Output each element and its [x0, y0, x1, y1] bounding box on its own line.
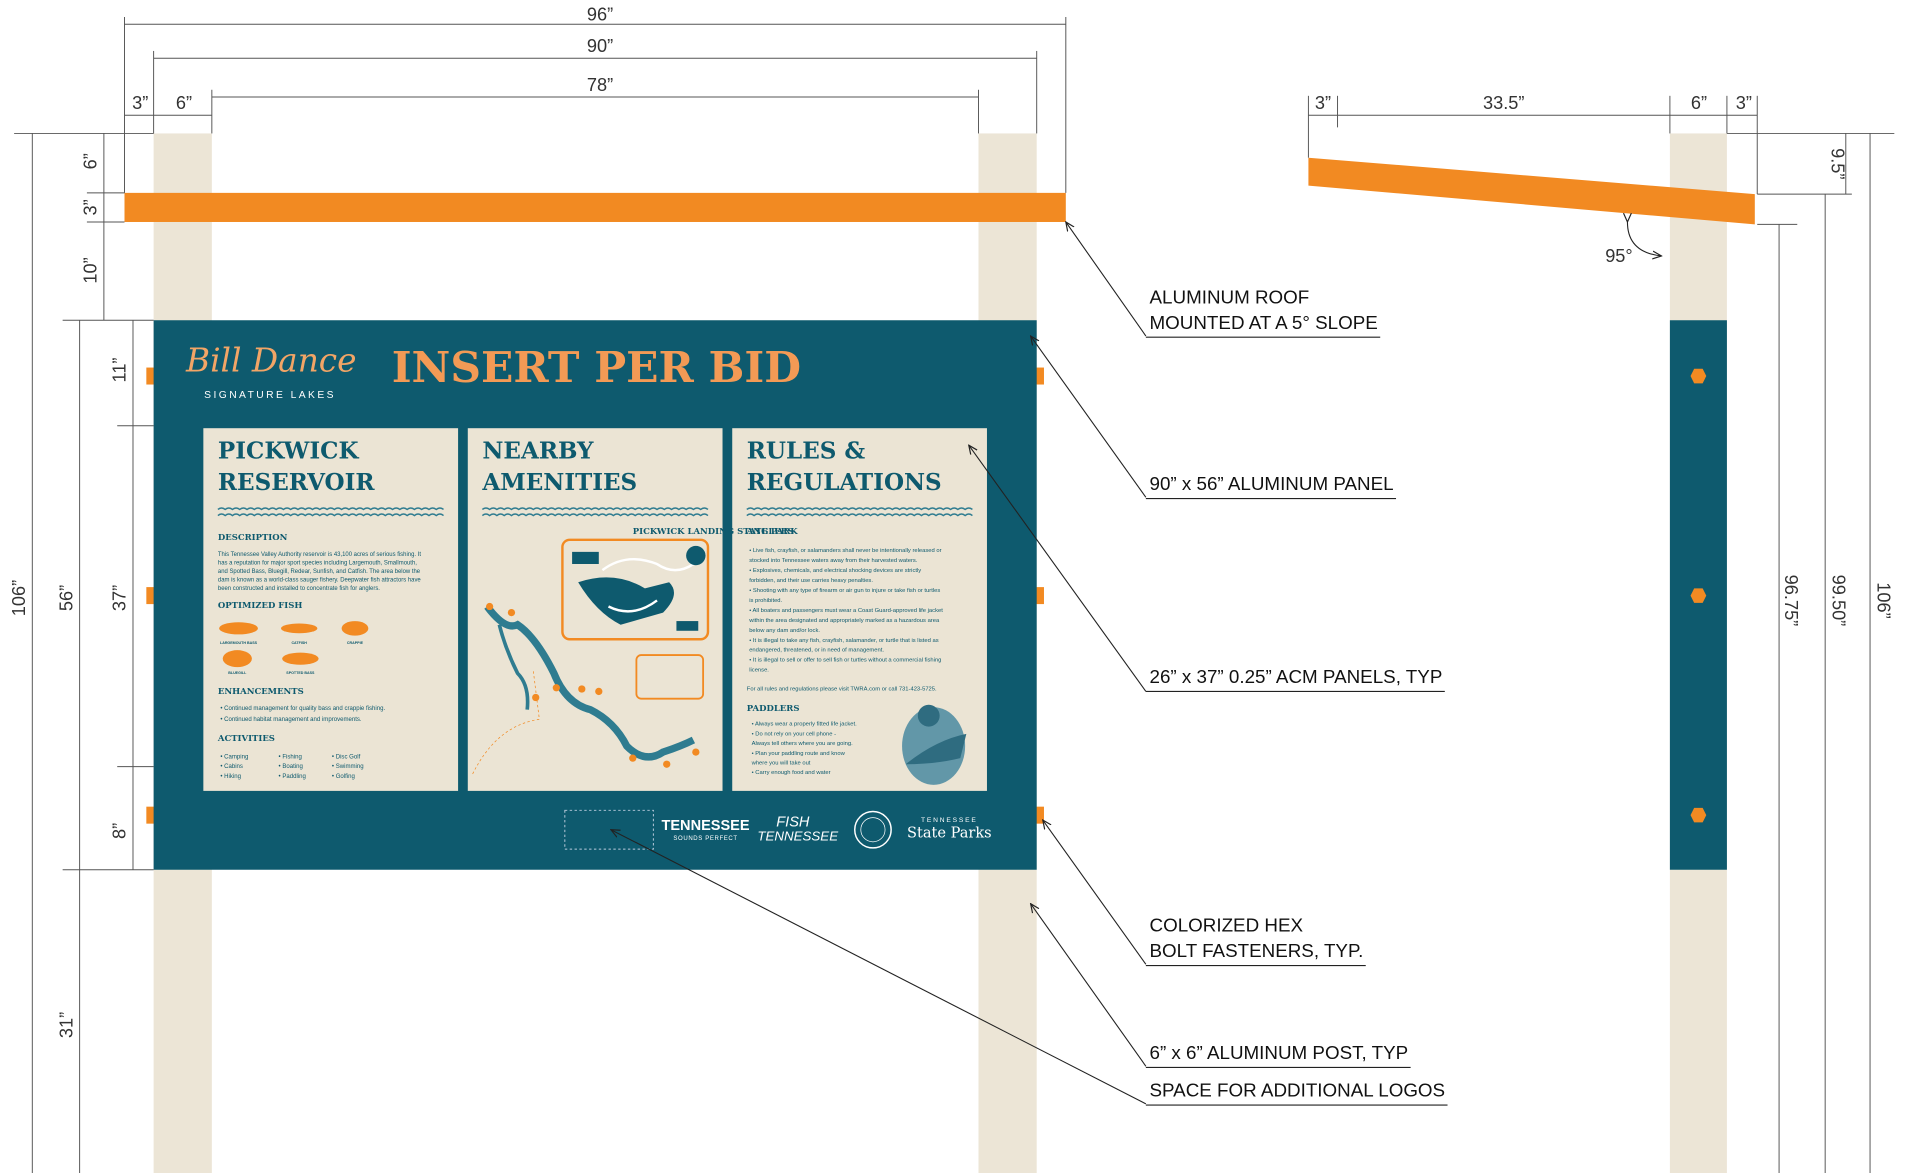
callout-text: COLORIZED HEX	[1150, 915, 1304, 936]
body-text: • All boaters and passengers must wear a…	[749, 608, 943, 614]
section-heading: PADDLERS	[747, 704, 800, 714]
dimension-label: 6”	[176, 93, 192, 113]
body-text: • Paddling	[279, 774, 306, 780]
footer-logo-text: TENNESSEE	[757, 829, 839, 844]
body-text: • It is illegal to sell or offer to sell…	[749, 658, 941, 664]
logo-script: Bill Dance	[185, 342, 357, 380]
body-text: below any dam and/or lock.	[749, 628, 820, 634]
fish-label: SPOTTED BASS	[286, 671, 315, 675]
callout-text: SPACE FOR ADDITIONAL LOGOS	[1150, 1080, 1446, 1101]
body-text: Always tell others where you are going.	[752, 741, 854, 747]
body-text: • Golfing	[332, 774, 355, 780]
footer-logo-text: SOUNDS PERFECT	[673, 836, 737, 842]
body-text: RESERVOIR	[218, 469, 376, 496]
dimension-label: 9.5”	[1827, 148, 1847, 179]
angle-label: 95°	[1605, 246, 1633, 266]
callout-text: ALUMINUM ROOF	[1150, 286, 1310, 307]
footer-logo-text: TENNESSEE	[661, 818, 749, 834]
body-text: • Do not rely on your cell phone -	[752, 731, 836, 737]
body-text: within the area designated and appropria…	[748, 618, 940, 624]
callout-text: MOUNTED AT A 5° SLOPE	[1150, 312, 1378, 333]
body-text: • Boating	[279, 764, 303, 770]
dimension-label: 10”	[81, 257, 101, 283]
dimension-label: 106”	[9, 580, 29, 616]
dimension-label: 3”	[1736, 93, 1752, 113]
body-text: • Plan your paddling route and know	[752, 751, 846, 757]
dimension-label: 99.50”	[1828, 575, 1848, 627]
body-text: dam is known as a world-class sauger fis…	[218, 577, 422, 583]
callouts: ALUMINUM ROOF MOUNTED AT A 5° SLOPE 90” x …	[1146, 286, 1448, 1105]
fish-label: LARGEMOUTH BASS	[220, 641, 258, 645]
callout-text: BOLT FASTENERS, TYP.	[1150, 940, 1364, 961]
callout-text: 90” x 56” ALUMINUM PANEL	[1150, 473, 1394, 494]
section-heading: ACTIVITIES	[217, 734, 275, 744]
body-text: where you will take out	[751, 761, 811, 767]
body-text: • Explosives, chemicals, and electrical …	[749, 568, 921, 574]
dimension-label: 78”	[587, 75, 613, 95]
body-text: • Disc Golf	[332, 755, 361, 761]
body-text: • Continued habitat management and impro…	[220, 717, 362, 723]
dimension-label: 11”	[110, 358, 130, 383]
body-text: • Hiking	[220, 774, 241, 780]
body-text: • Camping	[220, 755, 248, 761]
body-text: endangered, threatened, or in need of ma…	[749, 648, 884, 654]
callout-text: 26” x 37” 0.25” ACM PANELS, TYP	[1150, 666, 1443, 687]
fish-label: BLUEGILL	[228, 671, 247, 675]
sign-drawing: Bill Dance SIGNATURE LAKES INSERT PER BI…	[0, 0, 1906, 1173]
body-text: is prohibited.	[749, 598, 782, 604]
dimension-label: 33.5”	[1483, 93, 1524, 113]
callout-text: 6” x 6” ALUMINUM POST, TYP	[1150, 1042, 1409, 1063]
section-heading: ENHANCEMENTS	[218, 687, 304, 697]
dimension-label: 6”	[81, 153, 101, 169]
body-text: • Swimming	[332, 764, 364, 770]
dimension-label: 8”	[110, 823, 130, 839]
body-text: • Carry enough food and water	[752, 770, 831, 776]
dimension-label: 6”	[1691, 93, 1707, 113]
fish-label: CATFISH	[291, 641, 307, 645]
dimension-label: 56”	[56, 585, 76, 611]
dimension-label: 37”	[110, 585, 130, 611]
body-text: This Tennessee Valley Authority reservoi…	[218, 552, 421, 558]
dimension-label: 96.75”	[1781, 575, 1801, 627]
dimension-label: 96”	[587, 5, 613, 25]
dimension-label: 106”	[1873, 582, 1893, 618]
section-heading: DESCRIPTION	[218, 533, 288, 543]
body-text: • Continued management for quality bass …	[220, 706, 385, 712]
body-text: • Live fish, crayfish, or salamanders sh…	[749, 548, 941, 554]
body-text: forbidden, and their use carries heavy p…	[749, 578, 873, 584]
body-text: • Shooting with any type of firearm or a…	[749, 588, 940, 594]
body-text: license.	[749, 668, 769, 674]
dimension-label: 31”	[56, 1012, 76, 1038]
body-text: • Always wear a properly fitted life jac…	[752, 722, 857, 728]
roof	[125, 193, 1066, 222]
logo-subtitle: SIGNATURE LAKES	[204, 390, 336, 401]
side-dimension-lines	[1308, 96, 1894, 1173]
body-text: stocked into Tennessee waters away from …	[749, 558, 918, 564]
body-text: • It is illegal to take any fish, crayfi…	[749, 638, 939, 644]
body-text: and Spotted Bass, Bluegill, Redear, Sunf…	[218, 569, 421, 575]
body-text: For all rules and regulations please vis…	[747, 687, 937, 693]
sign-title: INSERT PER BID	[392, 343, 801, 393]
dimension-label: 3”	[132, 93, 148, 113]
footer-logo-text: State Parks	[907, 824, 992, 841]
footer-logo-text: TENNESSEE	[921, 817, 978, 824]
body-text: been constructed and installed to concen…	[218, 586, 380, 592]
body-text: RULES &	[747, 437, 866, 464]
dimension-label: 3”	[81, 199, 101, 215]
body-text: • Fishing	[279, 755, 302, 761]
body-text: NEARBY	[482, 437, 594, 464]
section-heading: ANGLERS	[746, 527, 794, 537]
body-text: PICKWICK	[218, 437, 360, 464]
body-text: has a reputation for major sport species…	[218, 560, 417, 566]
body-text: AMENITIES	[481, 469, 637, 496]
dimension-label: 3”	[1315, 93, 1331, 113]
dimension-label: 90”	[587, 36, 613, 56]
body-text: • Cabins	[220, 764, 243, 770]
page: Bill Dance SIGNATURE LAKES INSERT PER BI…	[0, 0, 1906, 1173]
body-text: REGULATIONS	[747, 469, 942, 496]
section-heading: OPTIMIZED FISH	[218, 601, 303, 611]
fish-label: CRAPPIE	[347, 641, 364, 645]
